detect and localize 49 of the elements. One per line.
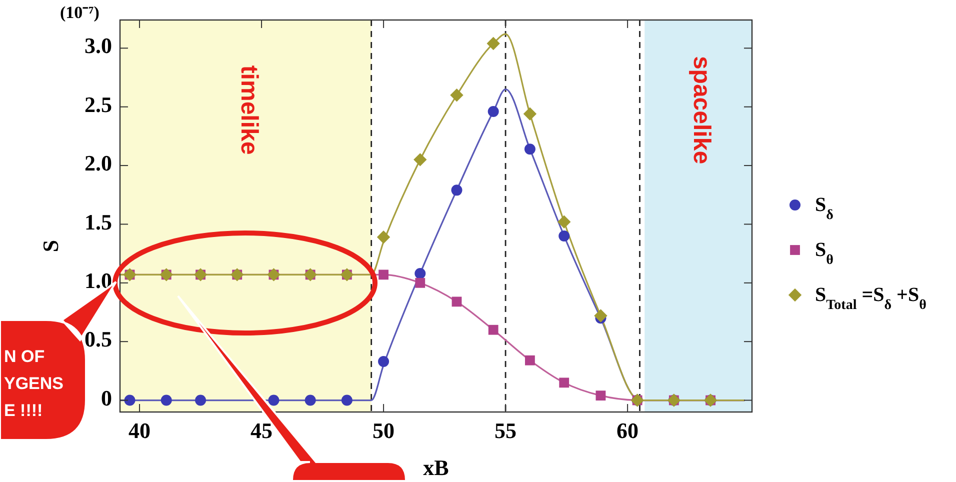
point xyxy=(524,144,536,155)
point xyxy=(594,309,608,322)
point xyxy=(558,230,570,242)
point xyxy=(268,394,280,406)
point xyxy=(488,324,498,335)
x-tick-label: 45 xyxy=(250,418,273,443)
y-tick-label: 2.0 xyxy=(84,150,112,176)
text: N OF xyxy=(4,347,45,366)
text: (10⁻⁷) xyxy=(60,3,100,22)
x-tick-label: 40 xyxy=(128,418,151,443)
x-tick-label: 55 xyxy=(494,418,517,443)
point xyxy=(596,390,606,401)
point xyxy=(414,153,427,166)
point xyxy=(558,215,571,228)
text: YGENS xyxy=(4,374,64,393)
point xyxy=(486,36,500,50)
point xyxy=(341,394,352,406)
legend-label: S$_{Total}$=S$_{δ}$+S$_{θ}$ xyxy=(815,284,926,312)
legend-label: S$_{θ}$ xyxy=(815,239,834,268)
x-tick-label: 50 xyxy=(372,418,395,443)
point xyxy=(304,394,316,406)
point xyxy=(452,296,462,307)
y-tick-label: 3.0 xyxy=(84,33,112,58)
point xyxy=(124,394,136,406)
y-tick-label: 2.5 xyxy=(84,92,112,117)
point xyxy=(376,230,390,244)
y-tick-label: 0 xyxy=(101,385,112,410)
y-tick-label: 1.5 xyxy=(84,209,112,234)
y-tick-label: 0.5 xyxy=(84,326,112,352)
band-label: timelike xyxy=(235,65,262,155)
point xyxy=(523,107,537,120)
point xyxy=(378,356,390,368)
text: E !!!! xyxy=(4,401,43,420)
point xyxy=(415,278,426,288)
point xyxy=(488,106,499,118)
point xyxy=(559,378,570,388)
legend-label: S$_{δ}$ xyxy=(815,194,834,222)
x-tick-label: 60 xyxy=(616,418,639,443)
point xyxy=(450,88,464,102)
point xyxy=(414,268,426,280)
band-label: spacelike xyxy=(688,56,715,164)
x-axis-title: xB xyxy=(423,455,450,480)
point xyxy=(524,355,535,366)
y-tick-label: 1.0 xyxy=(84,268,112,293)
y-axis-title: S xyxy=(38,240,63,252)
point xyxy=(160,394,172,406)
point xyxy=(451,184,462,196)
point xyxy=(195,394,206,406)
point xyxy=(378,270,388,280)
